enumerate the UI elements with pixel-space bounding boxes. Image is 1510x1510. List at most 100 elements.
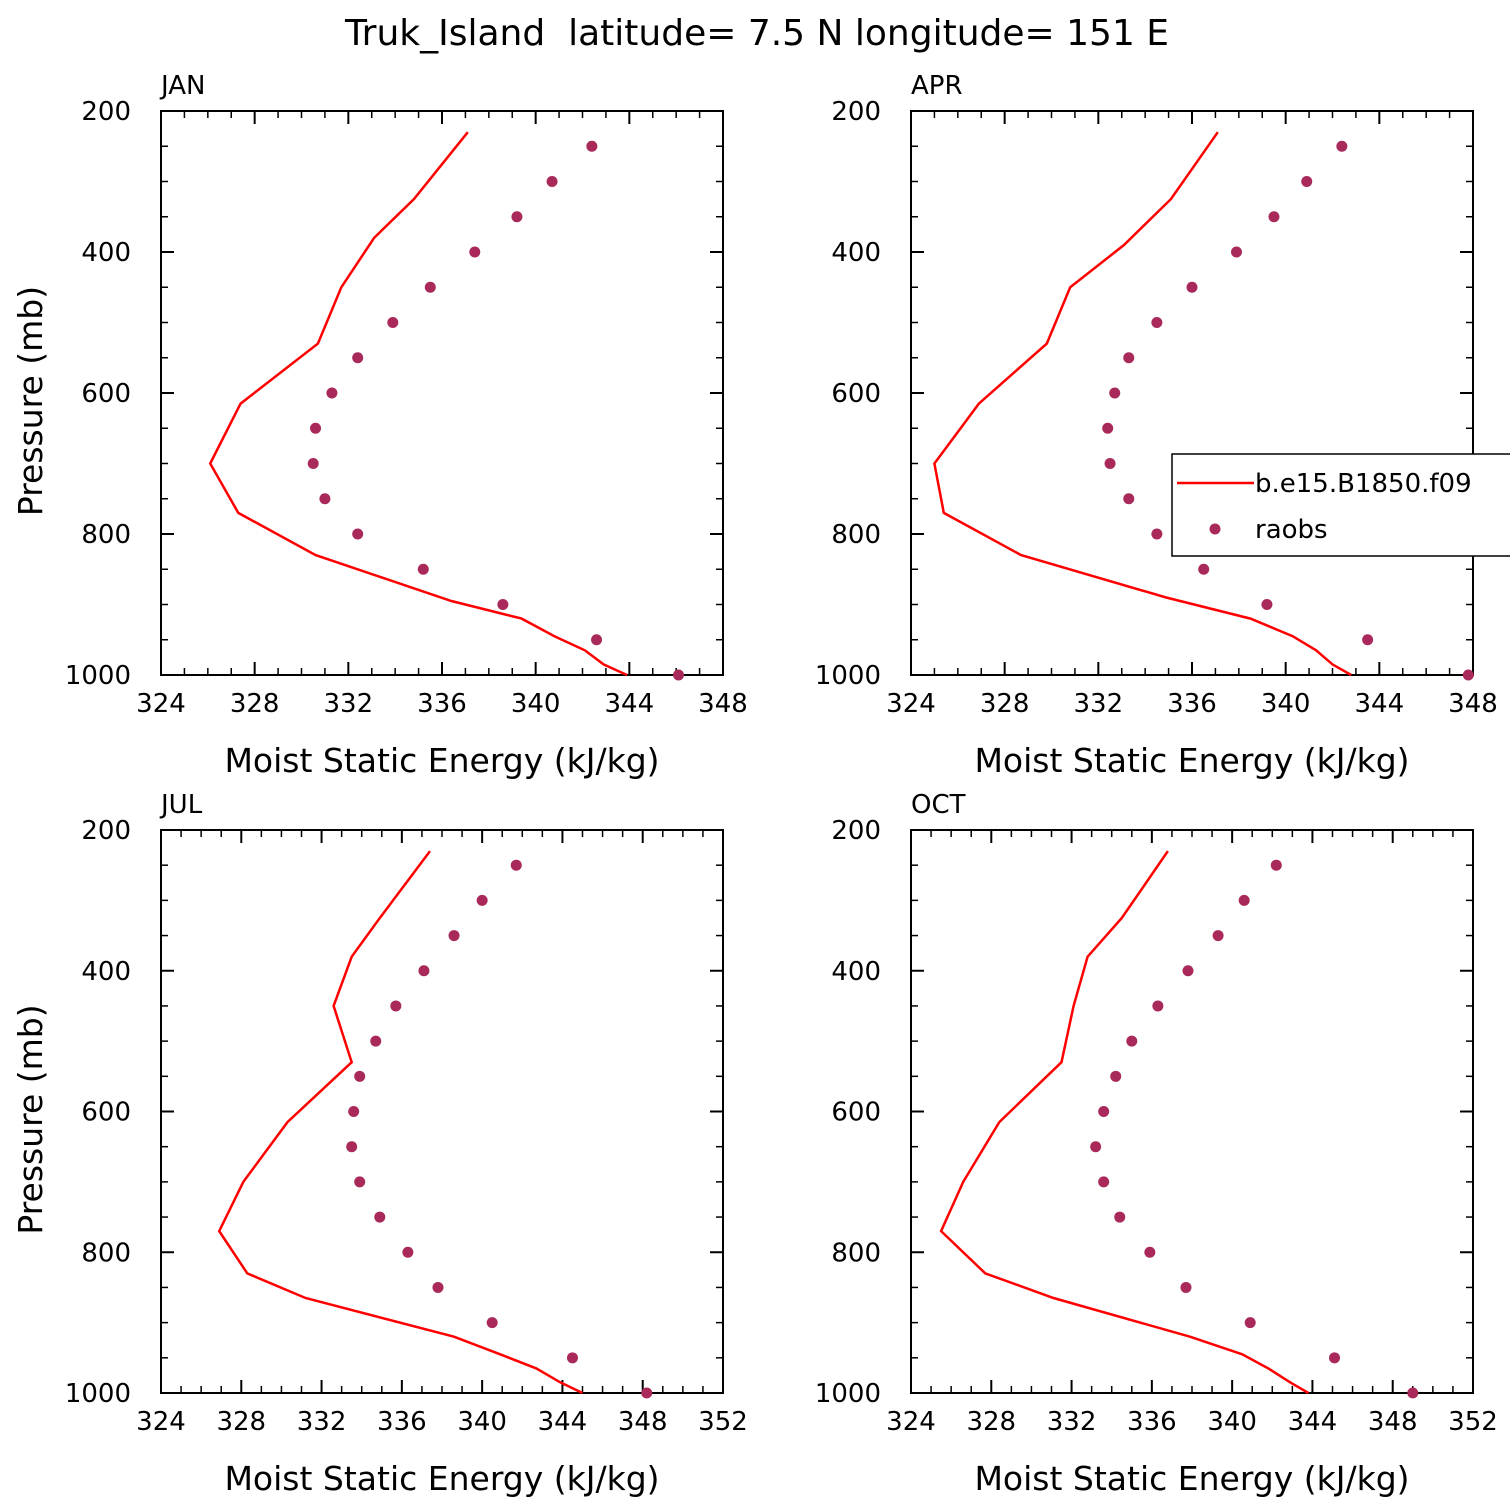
raobs-point xyxy=(374,1211,386,1223)
raobs-point xyxy=(673,669,685,681)
raobs-point xyxy=(352,528,364,540)
raobs-point xyxy=(586,140,598,152)
raobs-point xyxy=(1180,1281,1192,1293)
raobs-point xyxy=(417,563,429,575)
x-tick-label: 344 xyxy=(538,1407,588,1437)
x-axis-label: Moist Static Energy (kJ/kg) xyxy=(224,741,659,780)
raobs-point xyxy=(1114,1211,1126,1223)
raobs-point xyxy=(1270,859,1282,871)
raobs-point xyxy=(418,965,430,977)
raobs-point xyxy=(1123,352,1135,364)
x-tick-label: 324 xyxy=(136,689,186,719)
raobs-point xyxy=(1268,211,1280,223)
x-tick-label: 336 xyxy=(1167,689,1217,719)
y-tick-label: 800 xyxy=(831,1238,881,1268)
panel-2: 324 328 332 336 340 344 348 352 200 400 600 800 1000… xyxy=(11,790,748,1498)
raobs-point xyxy=(348,1106,360,1117)
raobs-point xyxy=(566,1352,578,1364)
panel-title: JAN xyxy=(159,71,205,101)
y-tick-label: 600 xyxy=(831,1098,881,1128)
model-line xyxy=(933,131,1352,677)
raobs-point xyxy=(1152,1000,1164,1012)
x-tick-label: 328 xyxy=(980,689,1030,719)
x-tick-label: 344 xyxy=(605,689,655,719)
raobs-point xyxy=(1109,387,1121,399)
panel-title: JUL xyxy=(159,790,203,820)
x-tick-label: 344 xyxy=(1288,1407,1338,1437)
x-tick-label: 328 xyxy=(230,689,280,719)
x-tick-label: 336 xyxy=(417,689,467,719)
y-tick-label: 200 xyxy=(81,816,131,846)
y-tick-label: 400 xyxy=(81,238,131,268)
raobs-point xyxy=(1212,930,1224,942)
raobs-point xyxy=(354,1070,366,1082)
raobs-point xyxy=(1144,1246,1156,1258)
y-axis-label: Pressure (mb) xyxy=(11,1004,50,1234)
y-tick-label: 600 xyxy=(81,1098,131,1128)
plot-frame xyxy=(910,110,1474,676)
x-axis-label: Moist Static Energy (kJ/kg) xyxy=(974,741,1409,780)
x-tick-label: 352 xyxy=(698,1407,748,1437)
x-tick-label: 348 xyxy=(1368,1407,1418,1437)
raobs-point xyxy=(1123,493,1135,505)
x-tick-label: 340 xyxy=(1261,689,1311,719)
x-tick-label: 336 xyxy=(1127,1407,1177,1437)
raobs-point xyxy=(326,387,338,399)
y-tick-label: 1000 xyxy=(65,661,131,691)
x-tick-label: 348 xyxy=(698,689,748,719)
x-tick-label: 324 xyxy=(886,1407,936,1437)
raobs-point xyxy=(1186,281,1198,293)
model-line xyxy=(208,131,628,677)
raobs-point xyxy=(1238,894,1250,906)
raobs-point xyxy=(402,1246,414,1258)
x-tick-label: 340 xyxy=(511,689,561,719)
legend-box xyxy=(1171,453,1510,557)
y-tick-label: 400 xyxy=(81,957,131,987)
raobs-point xyxy=(1126,1035,1138,1047)
y-tick-label: 400 xyxy=(831,957,881,987)
raobs-point xyxy=(1182,965,1194,977)
plot-frame xyxy=(910,829,1474,1394)
y-tick-label: 800 xyxy=(81,520,131,550)
model-line xyxy=(939,850,1310,1395)
raobs-point xyxy=(346,1141,358,1153)
raobs-point xyxy=(546,176,558,187)
y-tick-label: 800 xyxy=(81,1238,131,1268)
panel-1: 324 328 332 336 340 344 348 200 400 600 800 1000 APR… xyxy=(815,71,1498,780)
panel-title: APR xyxy=(911,71,963,101)
plot-frame xyxy=(160,110,724,676)
y-tick-label: 1000 xyxy=(815,661,881,691)
x-tick-label: 348 xyxy=(618,1407,668,1437)
x-tick-label: 344 xyxy=(1355,689,1405,719)
x-tick-label: 324 xyxy=(886,689,936,719)
x-tick-label: 352 xyxy=(1448,1407,1498,1437)
panel-3: 324 328 332 336 340 344 348 352 200 400 600 800 1000… xyxy=(815,790,1498,1498)
raobs-point xyxy=(370,1035,382,1047)
x-tick-label: 348 xyxy=(1448,689,1498,719)
raobs-point xyxy=(390,1000,402,1012)
raobs-point xyxy=(1230,246,1242,258)
raobs-point xyxy=(591,634,603,646)
x-axis-label: Moist Static Energy (kJ/kg) xyxy=(974,1459,1409,1498)
model-line xyxy=(217,850,584,1395)
raobs-point xyxy=(1336,140,1348,152)
y-tick-label: 200 xyxy=(831,97,881,127)
raobs-point xyxy=(387,317,399,328)
legend-label: raobs xyxy=(1255,515,1328,545)
raobs-point xyxy=(1090,1141,1102,1153)
raobs-point xyxy=(1098,1106,1110,1117)
raobs-point xyxy=(1151,528,1163,540)
raobs-point xyxy=(448,930,460,942)
raobs-point xyxy=(354,1176,366,1188)
raobs-point xyxy=(469,246,481,258)
raobs-point xyxy=(1104,458,1116,469)
raobs-point xyxy=(1301,176,1313,187)
y-tick-label: 200 xyxy=(81,97,131,127)
y-tick-label: 1000 xyxy=(65,1379,131,1409)
raobs-point xyxy=(319,493,331,505)
raobs-point xyxy=(424,281,436,293)
panels: 324 328 332 336 340 344 348 200 400 600 800 1000 JAN… xyxy=(11,71,1498,1498)
raobs-point xyxy=(432,1281,444,1293)
raobs-point xyxy=(497,599,509,610)
